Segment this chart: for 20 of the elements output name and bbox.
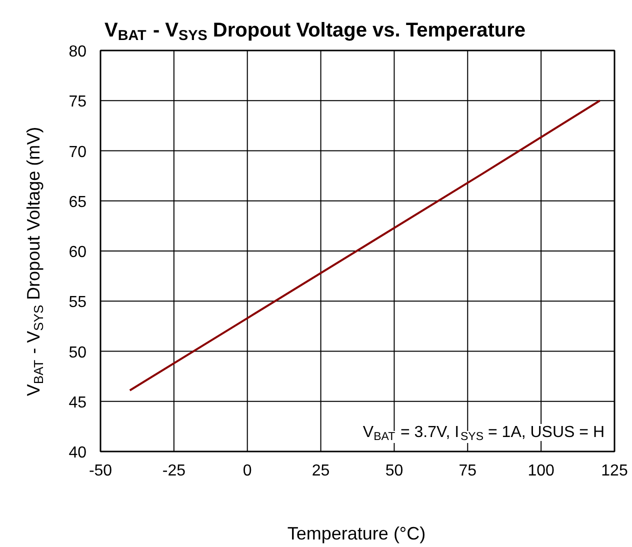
x-tick-label: -50: [88, 462, 112, 480]
y-axis-title: VBAT - VSYS Dropout Voltage (mV): [24, 126, 46, 396]
x-tick-label: -25: [162, 462, 186, 480]
x-tick-label: 50: [385, 462, 404, 480]
y-tick-label: 70: [68, 144, 87, 161]
y-tick-label: 40: [68, 444, 87, 462]
y-tick-label: 65: [68, 194, 87, 211]
x-tick-label: 75: [458, 462, 477, 480]
y-tick-label: 55: [68, 294, 87, 312]
x-tick-label: 100: [528, 462, 555, 480]
line-series: [128, 100, 601, 392]
x-tick-label: 0: [242, 462, 252, 480]
x-axis-title: Temperature (°C): [287, 524, 426, 544]
y-tick-label: 80: [68, 44, 87, 60]
y-tick-label: 75: [68, 94, 87, 111]
x-tick-label: 125: [601, 462, 628, 480]
y-tick-label: 45: [68, 394, 87, 412]
y-tick-label: 50: [68, 344, 87, 362]
y-tick-label: 60: [68, 244, 87, 261]
x-tick-label: 25: [312, 462, 330, 480]
